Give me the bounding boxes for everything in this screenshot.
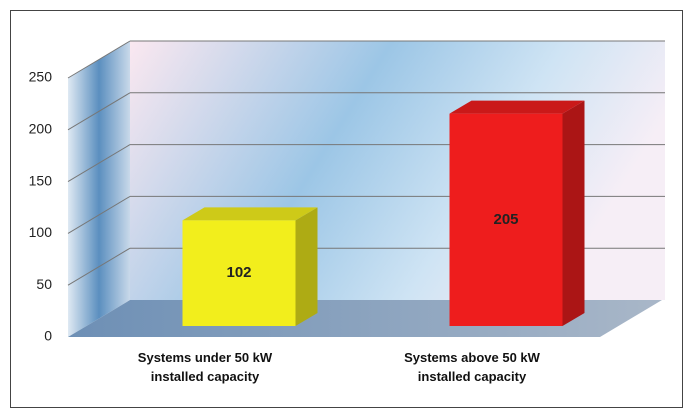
bar-side [295,207,318,326]
bar [449,113,563,327]
value-label: 102 [226,264,251,281]
y-tick-label: 50 [36,276,52,292]
y-tick-label: 0 [44,328,52,344]
y-tick-label: 250 [29,69,53,85]
x-tick-label: Systems under 50 kW installed capacity [137,350,273,384]
x-tick-label: Systems above 50 kW installed capacity [404,350,540,384]
bar-top [182,207,318,221]
bar-top [449,100,585,114]
y-tick-label: 150 [29,172,53,188]
frame [10,10,683,408]
y-tick-label: 100 [29,224,53,240]
grid-line [67,144,131,183]
grid-line [67,92,131,131]
grid-line [67,40,131,79]
bar-side [562,100,585,327]
y-tick-label: 200 [29,121,53,137]
value-label: 205 [493,211,518,228]
grid-line [67,247,131,286]
grid-line [67,195,131,234]
left-wall [68,41,130,337]
bar [182,220,296,326]
